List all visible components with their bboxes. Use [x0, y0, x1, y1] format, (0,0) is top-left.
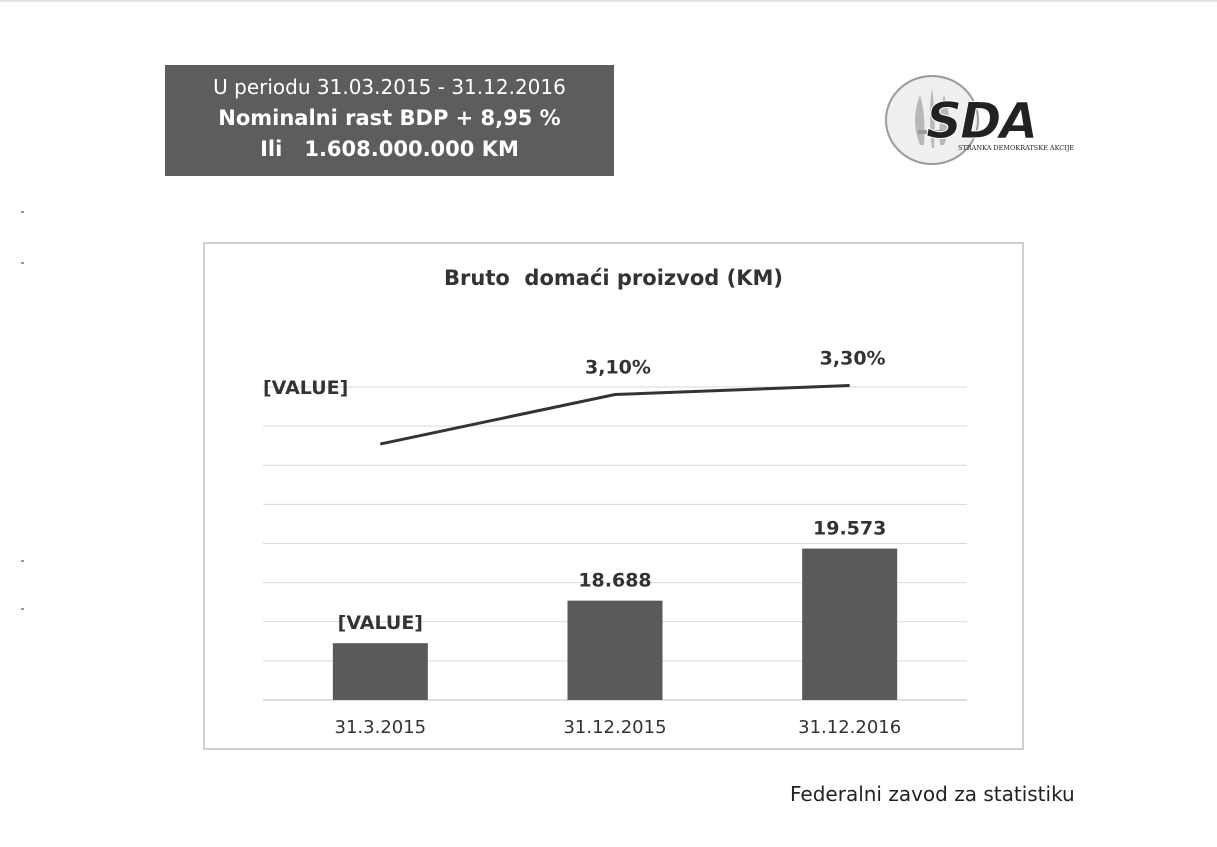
chart-frame: Bruto domaći proizvod (KM) [VALUE] 18.688… — [203, 242, 1024, 750]
period-line: U periodu 31.03.2015 - 31.12.2016 — [213, 75, 566, 99]
scan-dot — [21, 262, 24, 264]
bar — [567, 600, 663, 700]
amount-line: Ili 1.608.000.000 KM — [165, 134, 614, 165]
growth-line-series — [380, 384, 850, 446]
chart-plot: [VALUE] 18.688 19.573 [VALUE] 3,10% 3,30% 31.3… — [263, 348, 967, 738]
amount-prefix: Ili — [260, 137, 283, 161]
source-note: Federalni zavod za statistiku — [790, 782, 1075, 806]
scan-dot — [21, 560, 24, 562]
x-tick-label: 31.12.2016 — [798, 717, 901, 738]
logo-wordmark: SDA — [926, 92, 1036, 150]
amount-value: 1.608.000.000 KM — [304, 137, 519, 161]
scan-dot — [21, 211, 24, 213]
line-value-label: 3,30% — [820, 348, 886, 370]
summary-box: U periodu 31.03.2015 - 31.12.2016 Nomina… — [165, 65, 614, 176]
x-tick-label: 31.12.2015 — [563, 717, 666, 738]
logo-subtitle: STRANKA DEMOKRATSKE AKCIJE — [958, 144, 1074, 152]
bar-value-label: 18.688 — [578, 570, 651, 592]
bar — [802, 548, 898, 700]
x-tick-label: 31.3.2015 — [335, 717, 427, 738]
bar-value-label: [VALUE] — [338, 612, 423, 634]
bar-value-label: 19.573 — [813, 518, 886, 540]
chart-title: Bruto domaći proizvod (KM) — [444, 266, 783, 290]
scan-edge — [0, 0, 1217, 3]
growth-line: Nominalni rast BDP + 8,95 % — [218, 106, 561, 130]
bar — [332, 643, 428, 700]
line-value-label: 3,10% — [585, 357, 651, 379]
sda-logo: SDA STRANKA DEMOKRATSKE AKCIJE — [885, 75, 1074, 165]
line-value-label: [VALUE] — [263, 377, 348, 399]
scan-dot — [21, 608, 24, 610]
